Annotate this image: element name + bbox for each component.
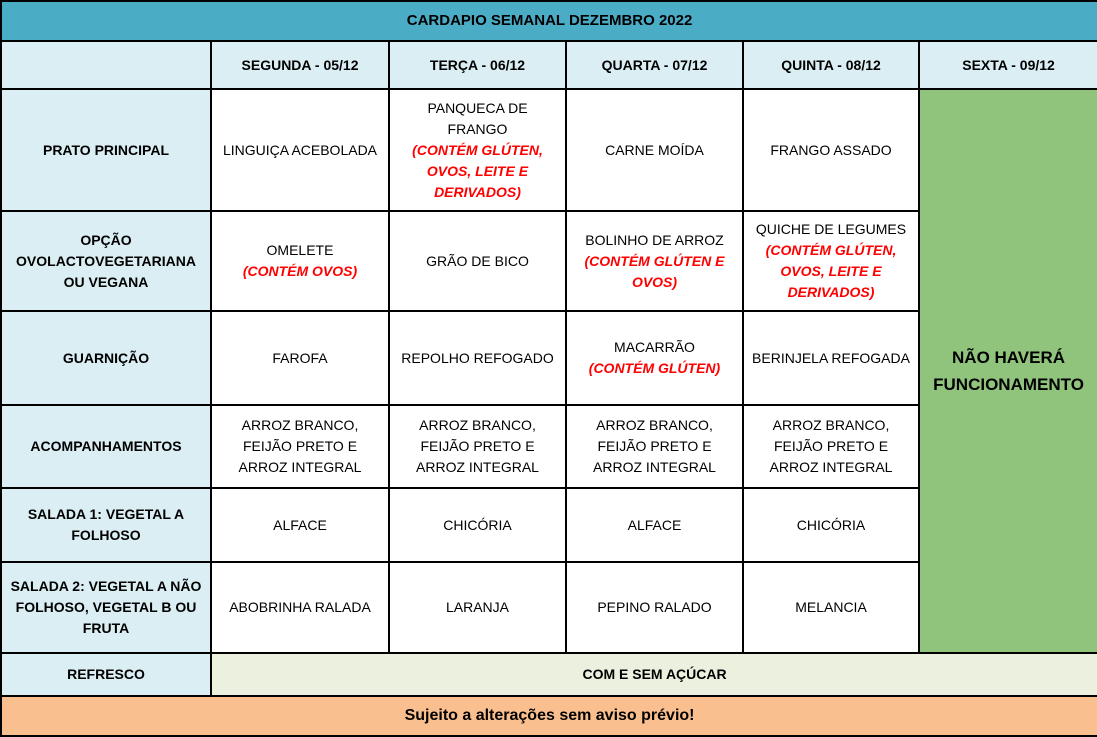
column-header-tuesday: TERÇA - 06/12	[388, 40, 567, 90]
menu-row-salada-2: SALADA 2: VEGETAL A NÃO FOLHOSO, VEGETAL…	[0, 561, 1097, 654]
menu-cell: QUICHE DE LEGUMES (CONTÉM GLÚTEN, OVOS, …	[742, 210, 920, 312]
menu-cell: MELANCIA	[742, 561, 920, 654]
disclaimer-note: Sujeito a alterações sem aviso prévio!	[0, 695, 1097, 737]
friday-closed-notice: NÃO HAVERÁ FUNCIONAMENTO	[917, 88, 1097, 654]
dish-name: OMELETE	[266, 242, 334, 258]
allergen-note: (CONTÉM GLÚTEN E OVOS)	[584, 252, 725, 290]
menu-cell: BOLINHO DE ARROZ (CONTÉM GLÚTEN E OVOS)	[565, 210, 744, 312]
menu-cell: ABOBRINHA RALADA	[210, 561, 390, 654]
menu-row-prato-principal: PRATO PRINCIPAL LINGUIÇA ACEBOLADA PANQU…	[0, 88, 1097, 654]
menu-cell: REPOLHO REFOGADO	[388, 310, 567, 406]
title-row: CARDAPIO SEMANAL DEZEMBRO 2022	[0, 0, 1097, 42]
menu-cell: FRANGO ASSADO	[742, 88, 920, 212]
menu-row-guarnicao: GUARNIÇÃO FAROFA REPOLHO REFOGADO MACARR…	[0, 310, 1097, 406]
dish-name: ALFACE	[627, 516, 682, 533]
menu-cell: LARANJA	[388, 561, 567, 654]
menu-cell: OMELETE (CONTÉM OVOS)	[210, 210, 390, 312]
row-label: PRATO PRINCIPAL	[0, 88, 212, 212]
menu-cell: ARROZ BRANCO, FEIJÃO PRETO E ARROZ INTEG…	[388, 404, 567, 489]
column-header-thursday: QUINTA - 08/12	[742, 40, 920, 90]
dish-name: ALFACE	[273, 516, 327, 533]
menu-cell: PEPINO RALADO	[565, 561, 744, 654]
menu-cell: ARROZ BRANCO, FEIJÃO PRETO E ARROZ INTEG…	[210, 404, 390, 489]
dish-name: FAROFA	[272, 349, 328, 366]
row-label: REFRESCO	[0, 652, 212, 697]
row-label: SALADA 2: VEGETAL A NÃO FOLHOSO, VEGETAL…	[0, 561, 212, 654]
dish-name: ARROZ BRANCO, FEIJÃO PRETO E ARROZ INTEG…	[238, 417, 362, 475]
menu-row-salada-1: SALADA 1: VEGETAL A FOLHOSO ALFACE CHICÓ…	[0, 487, 1097, 563]
dish-name: QUICHE DE LEGUMES	[755, 221, 907, 237]
dish-name: CARNE MOÍDA	[605, 141, 704, 158]
menu-cell: BERINJELA REFOGADA	[742, 310, 920, 406]
allergen-note: (CONTÉM GLÚTEN, OVOS, LEITE E DERIVADOS)	[412, 141, 543, 200]
corner-cell	[0, 40, 212, 90]
row-label: OPÇÃO OVOLACTOVEGETARIANA OU VEGANA	[0, 210, 212, 312]
menu-cell: CHICÓRIA	[742, 487, 920, 563]
column-header-monday: SEGUNDA - 05/12	[210, 40, 390, 90]
menu-cell: FAROFA	[210, 310, 390, 406]
dish-name: GRÃO DE BICO	[426, 252, 529, 269]
dish-name: MELANCIA	[795, 599, 867, 615]
dish-name: REPOLHO REFOGADO	[401, 349, 554, 366]
allergen-note: (CONTÉM GLÚTEN)	[588, 360, 721, 376]
dish-name: ARROZ BRANCO, FEIJÃO PRETO E ARROZ INTEG…	[416, 417, 539, 475]
dish-name: BOLINHO DE ARROZ	[585, 231, 724, 248]
menu-row-acompanhamentos: ACOMPANHAMENTOS ARROZ BRANCO, FEIJÃO PRE…	[0, 404, 1097, 489]
dish-name: PANQUECA DE FRANGO	[427, 99, 528, 137]
header-row: SEGUNDA - 05/12 TERÇA - 06/12 QUARTA - 0…	[0, 40, 1097, 90]
row-label: SALADA 1: VEGETAL A FOLHOSO	[0, 487, 212, 563]
column-header-wednesday: QUARTA - 07/12	[565, 40, 744, 90]
dish-name: CHICÓRIA	[443, 516, 512, 533]
menu-cell: ARROZ BRANCO, FEIJÃO PRETO E ARROZ INTEG…	[565, 404, 744, 489]
menu-cell: CHICÓRIA	[388, 487, 567, 563]
dish-name: PEPINO RALADO	[597, 599, 712, 615]
row-label: ACOMPANHAMENTOS	[0, 404, 212, 489]
menu-cell: CARNE MOÍDA	[565, 88, 744, 212]
dish-name: MACARRÃO	[614, 339, 695, 355]
refresco-value: COM E SEM AÇÚCAR	[209, 652, 1097, 697]
dish-name: BERINJELA REFOGADA	[752, 349, 910, 366]
footer-row: Sujeito a alterações sem aviso prévio!	[0, 695, 1097, 737]
allergen-note: (CONTÉM GLÚTEN, OVOS, LEITE E DERIVADOS)	[765, 242, 897, 300]
menu-cell: MACARRÃO (CONTÉM GLÚTEN)	[565, 310, 744, 406]
menu-cell: PANQUECA DE FRANGO (CONTÉM GLÚTEN, OVOS,…	[388, 88, 567, 212]
menu-cell: ALFACE	[210, 487, 390, 563]
menu-cell: ALFACE	[565, 487, 744, 563]
dish-name: ABOBRINHA RALADA	[229, 599, 371, 615]
menu-row-opcao-vegetariana: OPÇÃO OVOLACTOVEGETARIANA OU VEGANA OMEL…	[0, 210, 1097, 312]
dish-name: CHICÓRIA	[796, 516, 866, 533]
dish-name: LINGUIÇA ACEBOLADA	[222, 141, 378, 158]
dish-name: ARROZ BRANCO, FEIJÃO PRETO E ARROZ INTEG…	[769, 417, 893, 475]
row-label: GUARNIÇÃO	[0, 310, 212, 406]
column-header-friday: SEXTA - 09/12	[917, 40, 1097, 90]
dish-name: FRANGO ASSADO	[770, 141, 892, 158]
dish-name: ARROZ BRANCO, FEIJÃO PRETO E ARROZ INTEG…	[593, 417, 716, 475]
menu-cell: ARROZ BRANCO, FEIJÃO PRETO E ARROZ INTEG…	[742, 404, 920, 489]
page-title: CARDAPIO SEMANAL DEZEMBRO 2022	[0, 0, 1097, 42]
menu-cell: LINGUIÇA ACEBOLADA	[210, 88, 390, 212]
menu-row-refresco: REFRESCO COM E SEM AÇÚCAR	[0, 652, 1097, 697]
dish-name: LARANJA	[445, 599, 510, 615]
allergen-note: (CONTÉM OVOS)	[242, 263, 358, 279]
menu-cell: GRÃO DE BICO	[388, 210, 567, 312]
